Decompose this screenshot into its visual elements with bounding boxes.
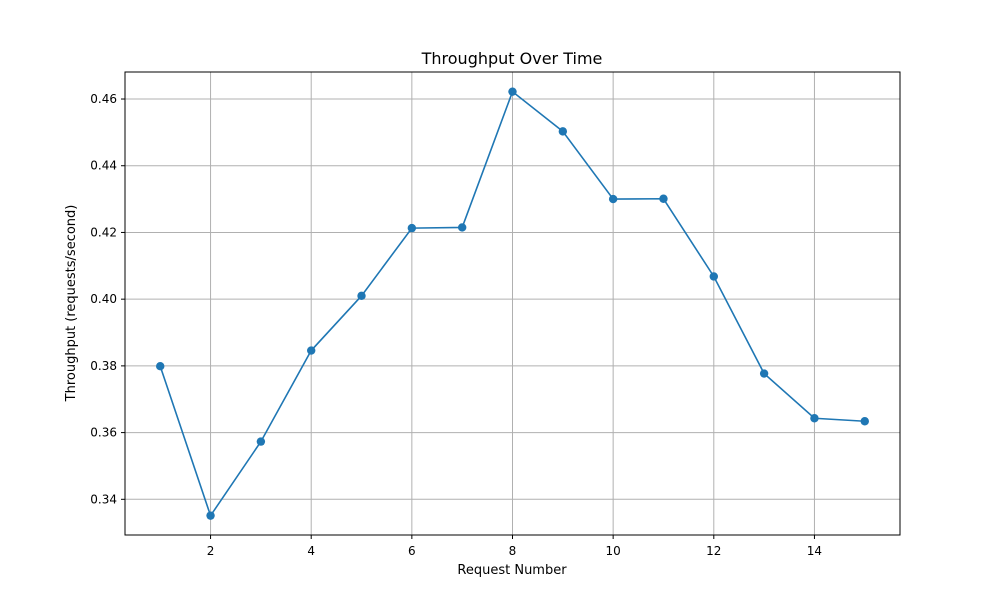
series <box>156 87 869 520</box>
data-point <box>659 194 668 203</box>
y-tick-label: 0.34 <box>90 492 117 506</box>
data-point <box>709 272 718 281</box>
y-tick-label: 0.38 <box>90 359 117 373</box>
x-tick-label: 4 <box>307 544 315 558</box>
data-point <box>307 346 316 355</box>
y-tick-label: 0.40 <box>90 292 117 306</box>
x-tick-label: 8 <box>509 544 517 558</box>
grid <box>125 72 900 535</box>
x-tick-label: 6 <box>408 544 416 558</box>
x-axis-ticks: 2 4 6 8 10 12 14 <box>207 535 822 558</box>
data-point <box>759 369 769 378</box>
data-point <box>156 362 165 371</box>
y-axis-ticks: 0.34 0.36 0.38 0.40 0.42 0.44 0.46 <box>90 92 125 506</box>
y-tick-label: 0.44 <box>90 159 117 173</box>
data-point <box>810 414 819 423</box>
y-tick-label: 0.42 <box>90 225 117 239</box>
data-point <box>508 87 517 96</box>
data-point <box>357 291 366 301</box>
data-point <box>256 437 266 446</box>
data-point <box>457 223 467 232</box>
y-tick-label: 0.36 <box>90 426 117 440</box>
x-tick-label: 2 <box>207 544 215 558</box>
x-tick-label: 14 <box>807 544 822 558</box>
data-point <box>608 194 618 204</box>
x-tick-label: 12 <box>706 544 721 558</box>
x-axis-label: Request Number <box>457 563 567 578</box>
data-point <box>558 127 568 136</box>
chart-title: Throughput Over Time <box>421 49 603 68</box>
data-point <box>407 223 417 233</box>
y-axis-label: Throughput (requests/second) <box>64 205 79 403</box>
y-tick-label: 0.46 <box>90 92 117 106</box>
x-tick-label: 10 <box>606 544 621 558</box>
data-point <box>860 417 869 426</box>
data-point <box>206 511 215 520</box>
plot-frame <box>124 71 901 536</box>
